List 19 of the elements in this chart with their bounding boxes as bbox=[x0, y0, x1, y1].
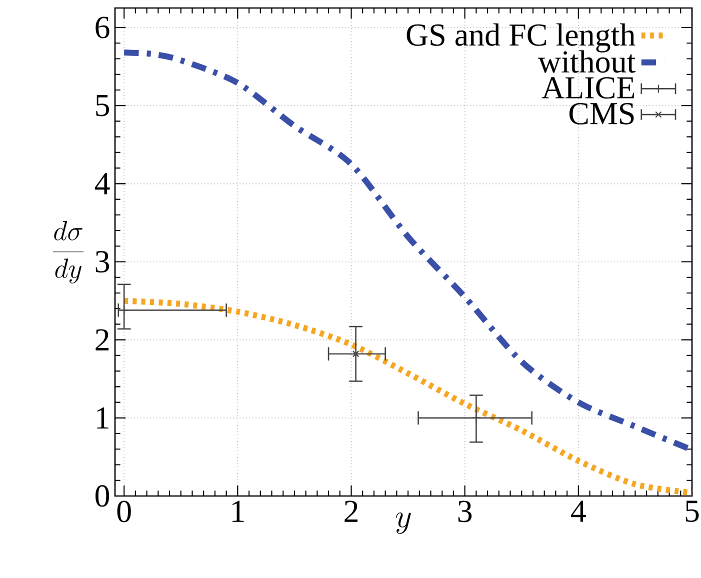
legend-label: CMS bbox=[569, 102, 634, 124]
x-tick-label: 1 bbox=[232, 500, 244, 522]
y-tick-label: 4 bbox=[94, 173, 110, 194]
y-tick-label: 0 bbox=[96, 485, 110, 507]
x-tick-label: 5 bbox=[686, 500, 699, 522]
x-tick-label: 2 bbox=[344, 500, 358, 522]
x-tick-label: 3 bbox=[458, 500, 472, 522]
x-tick-label: 0 bbox=[117, 500, 131, 522]
legend-label: GS and FC length bbox=[406, 23, 636, 52]
y-tick-label: 5 bbox=[96, 94, 110, 116]
x-tick-label: 4 bbox=[571, 500, 586, 522]
y-tick-label: 1 bbox=[97, 407, 108, 428]
y-tick-label: 3 bbox=[96, 251, 110, 272]
y-tick-label: 2 bbox=[96, 329, 109, 350]
y-axis-title: $\frac{d\sigma}{dy}$ bbox=[53, 220, 84, 284]
legend-label: without bbox=[538, 50, 636, 73]
y-tick-label: 6 bbox=[96, 16, 110, 38]
x-axis-title: $y$ bbox=[396, 512, 411, 534]
legend-label: ALICE bbox=[542, 77, 634, 99]
